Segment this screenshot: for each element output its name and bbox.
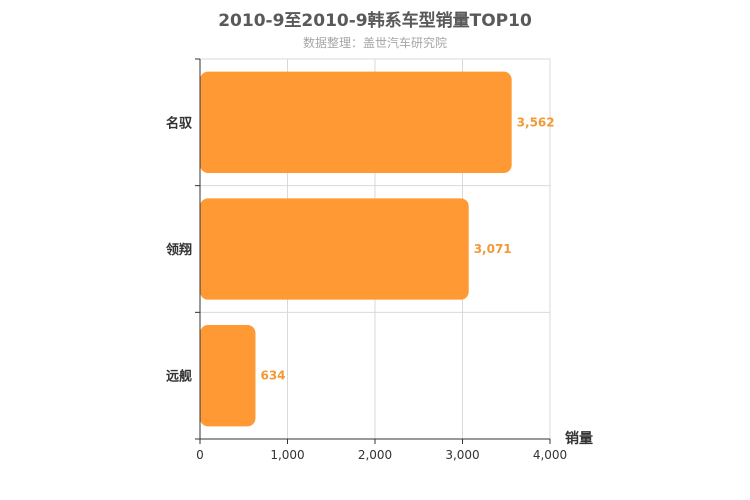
chart-subtitle: 数据整理：盖世汽车研究院 <box>302 36 447 50</box>
category-label: 领翔 <box>166 242 192 258</box>
x-tick-label: 0 <box>196 448 204 462</box>
axes <box>195 58 551 444</box>
category-label: 远舰 <box>166 369 192 385</box>
labels: 3,562 名驭 3,071 领翔 634 远舰 0 1,000 2,000 3,000 4,000 <box>166 115 567 462</box>
chart-title: 2010-9至2010-9韩系车型销量TOP10 <box>218 11 532 31</box>
bar <box>200 198 469 300</box>
bar <box>200 325 256 427</box>
x-axis-title: 销量 <box>565 430 593 447</box>
category-label: 名驭 <box>166 115 193 131</box>
data-label: 3,071 <box>474 242 512 256</box>
data-label: 634 <box>260 369 285 383</box>
x-tick-label: 2,000 <box>358 448 392 462</box>
x-tick-label: 1,000 <box>270 448 304 462</box>
bars <box>200 71 512 427</box>
x-tick-label: 4,000 <box>533 448 567 462</box>
x-tick-label: 3,000 <box>445 448 479 462</box>
bar <box>200 71 512 173</box>
data-label: 3,562 <box>517 115 555 129</box>
